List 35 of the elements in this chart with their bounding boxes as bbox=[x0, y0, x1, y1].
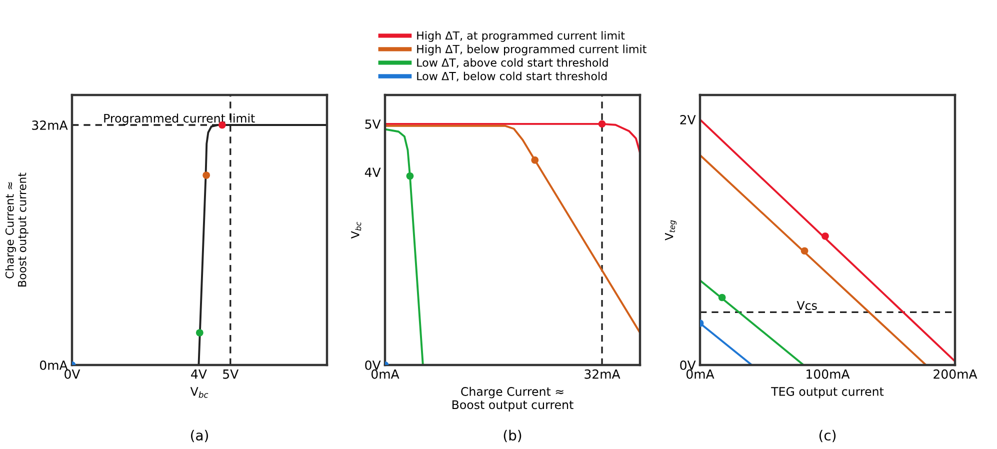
point bbox=[598, 120, 606, 128]
y-axis-title: V$_{bc}$ bbox=[351, 222, 362, 239]
point bbox=[202, 172, 210, 179]
x-axis-title: Charge Current ≈ Boost output current bbox=[452, 386, 574, 412]
legend-label: High ΔT, below programmed current limit bbox=[417, 44, 646, 56]
text: (b) bbox=[504, 430, 522, 442]
line-series bbox=[385, 128, 424, 365]
legend-label: Low ΔT, below cold start threshold bbox=[417, 72, 607, 82]
y-tick-label: 4V bbox=[364, 168, 381, 177]
x-axis-title: V$_{bc}$ bbox=[190, 387, 208, 398]
text: (a) bbox=[191, 430, 208, 442]
point bbox=[822, 232, 829, 240]
line-series bbox=[385, 124, 640, 334]
point bbox=[406, 172, 414, 180]
y-tick-label: 5V bbox=[365, 120, 381, 129]
x-tick-label: 32mA bbox=[584, 369, 620, 379]
x-tick-label: 200mA bbox=[934, 369, 978, 379]
x-tick-label: 5V bbox=[223, 370, 239, 379]
y-tick-label: 0V bbox=[365, 360, 381, 370]
legend-label: Low ΔT, above cold start threshold bbox=[417, 58, 608, 68]
y-tick-label: 2V bbox=[680, 115, 696, 124]
text: (c) bbox=[819, 430, 836, 442]
x-axis-title: TEG output current bbox=[771, 387, 884, 398]
y-axis-title: Charge Current ≈ Boost output current bbox=[5, 172, 28, 286]
ref-line-label: Vcs bbox=[796, 301, 817, 310]
x-tick-label: 100mA bbox=[806, 369, 850, 379]
point bbox=[531, 156, 539, 164]
point bbox=[800, 247, 808, 255]
y-axis-title: V$_{teg}$ bbox=[664, 220, 677, 240]
legend-label: High ΔT, at programmed current limit bbox=[417, 31, 625, 42]
point bbox=[718, 294, 726, 302]
point bbox=[196, 329, 204, 336]
ref-line-label: Programmed current limit bbox=[104, 114, 255, 125]
x-tick-label: 0V bbox=[64, 369, 80, 379]
x-tick-label: 4V bbox=[191, 370, 207, 379]
